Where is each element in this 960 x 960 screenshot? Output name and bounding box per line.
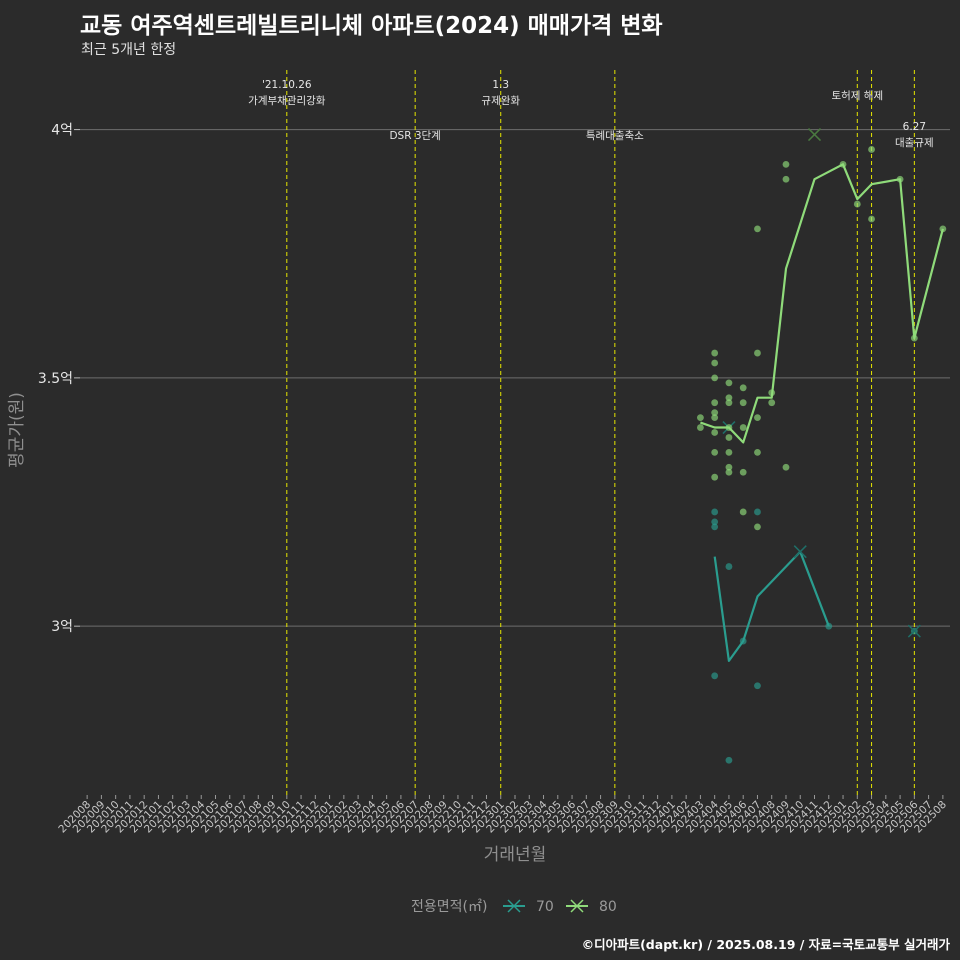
event-label: 토허제 해제 bbox=[831, 89, 883, 102]
data-point bbox=[754, 508, 761, 516]
ytick-label: 3억 bbox=[51, 619, 73, 635]
event-label: 규제완화 bbox=[481, 94, 520, 107]
data-point bbox=[725, 448, 733, 456]
data-point bbox=[868, 146, 875, 153]
data-point bbox=[711, 429, 719, 436]
data-point bbox=[711, 473, 719, 481]
series-layer bbox=[697, 128, 947, 764]
data-point bbox=[711, 374, 719, 382]
y-axis-ticks: 3억 3.5억 4억 bbox=[38, 123, 80, 635]
y-axis-title: 평균가(원) bbox=[7, 392, 27, 468]
event-label: '21.10.26 bbox=[262, 79, 312, 91]
legend-item-80: 80 bbox=[566, 899, 617, 915]
data-point bbox=[725, 756, 733, 764]
legend-item-70: 70 bbox=[503, 899, 554, 915]
highlight-marker bbox=[807, 128, 822, 142]
data-point bbox=[711, 409, 719, 417]
data-point bbox=[711, 359, 719, 367]
highlight-marker bbox=[793, 545, 807, 559]
data-point bbox=[725, 399, 733, 407]
series-line-80 bbox=[700, 163, 944, 444]
data-point bbox=[739, 424, 747, 431]
series-line-70 bbox=[713, 550, 830, 662]
data-point bbox=[711, 349, 719, 357]
event-label: 특례대출축소 bbox=[586, 130, 644, 142]
data-point bbox=[725, 434, 733, 441]
data-point bbox=[711, 414, 719, 422]
data-point bbox=[711, 672, 719, 680]
data-point bbox=[711, 518, 719, 526]
data-point bbox=[754, 414, 761, 422]
ytick-label: 4억 bbox=[51, 123, 73, 139]
legend-key-cross bbox=[570, 899, 584, 913]
data-point bbox=[711, 399, 719, 407]
data-point bbox=[725, 463, 733, 471]
data-point bbox=[725, 563, 733, 570]
event-label: 6.27 bbox=[903, 121, 926, 133]
event-label: 가계부채관리강화 bbox=[248, 95, 326, 107]
data-point bbox=[754, 349, 761, 357]
chart-title: 교동 여주역센트레빌트리니체 아파트(2024) 매매가격 변화 bbox=[80, 13, 663, 39]
cross-stroke bbox=[793, 545, 807, 559]
data-point bbox=[711, 448, 719, 456]
gridlines bbox=[80, 129, 950, 627]
data-point bbox=[711, 508, 719, 516]
legend: 전용면적(㎡) 70 80 bbox=[411, 899, 617, 915]
data-point bbox=[725, 379, 733, 387]
x-axis-ticks: 2020082020092020102020112020122021012021… bbox=[56, 795, 949, 835]
data-point bbox=[725, 394, 733, 402]
data-point bbox=[697, 414, 704, 422]
highlight-marker bbox=[907, 624, 921, 638]
series-80 bbox=[697, 128, 947, 531]
event-label: 1.3 bbox=[492, 79, 509, 91]
data-point bbox=[782, 160, 790, 168]
x-axis-title: 거래년월 bbox=[484, 845, 547, 865]
legend-label: 80 bbox=[599, 899, 617, 915]
data-point bbox=[868, 215, 875, 223]
data-point bbox=[754, 682, 761, 690]
legend-label: 70 bbox=[536, 899, 554, 915]
data-point bbox=[754, 225, 761, 233]
ytick-label: 3.5억 bbox=[38, 371, 73, 387]
data-point bbox=[697, 424, 704, 431]
chart-subtitle: 최근 5개년 한정 bbox=[81, 42, 177, 58]
event-label: 대출규제 bbox=[895, 137, 934, 149]
data-point bbox=[782, 175, 790, 183]
cross-stroke bbox=[570, 899, 584, 913]
data-point bbox=[754, 448, 761, 456]
data-point bbox=[739, 399, 747, 407]
series-70 bbox=[711, 421, 921, 764]
event-label: DSR 3단계 bbox=[389, 130, 440, 142]
cross-stroke bbox=[907, 624, 921, 638]
data-point bbox=[725, 468, 733, 476]
data-point bbox=[739, 508, 747, 516]
legend-key-cross bbox=[507, 899, 521, 913]
legend-title: 전용면적(㎡) bbox=[411, 899, 487, 915]
data-point bbox=[768, 399, 776, 407]
data-point bbox=[739, 384, 747, 392]
cross-stroke bbox=[507, 899, 521, 913]
data-point bbox=[853, 200, 861, 208]
data-point bbox=[711, 523, 719, 531]
cross-stroke bbox=[807, 128, 822, 142]
data-point bbox=[739, 468, 747, 476]
data-point bbox=[754, 523, 761, 531]
source-caption: ©디아파트(dapt.kr) / 2025.08.19 / 자료=국토교통부 실… bbox=[581, 937, 950, 952]
data-point bbox=[782, 463, 790, 471]
